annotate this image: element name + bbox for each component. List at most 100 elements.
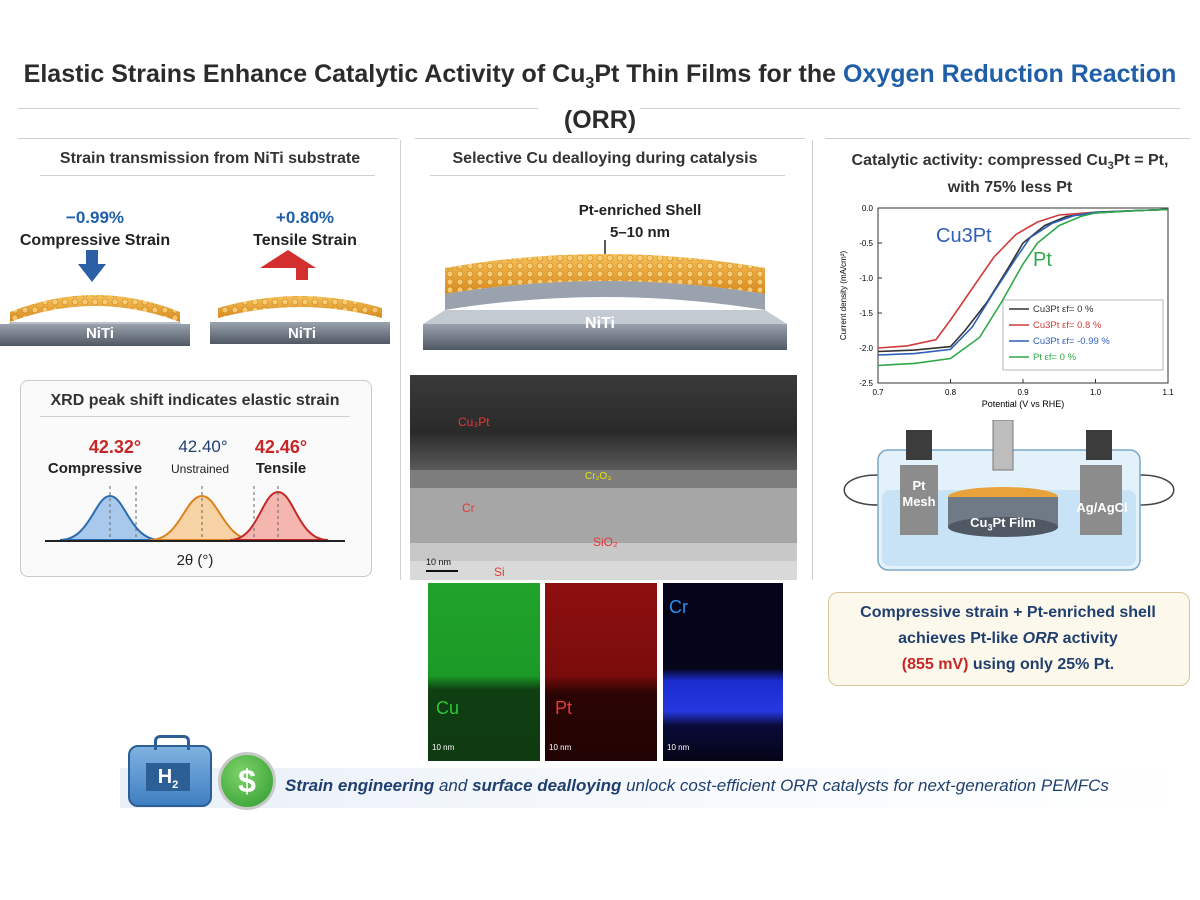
xrd-peak-compressive-angle: 42.32°: [88, 437, 142, 457]
orr-chart: 0.7 0.8 0.9 1.0 1.1 0.0 -0.5 -1.0 -1.5 -2.0 -2.5 Po…: [839, 204, 1174, 409]
left-heading: Strain transmission from NiTi substrate: [59, 150, 361, 167]
col-rule-mid: [415, 138, 805, 139]
compressive-film-icon: [0, 295, 190, 346]
xrd-peak-tensile: [229, 490, 329, 541]
y-tick-label: -0.5: [859, 239, 873, 248]
series-line-3: [877, 208, 1169, 367]
cell-film-a: Cu: [970, 515, 988, 530]
electrochemical-cell: [843, 420, 1175, 571]
page-title: Elastic Strains Enhance Catalytic Activi…: [0, 56, 1200, 138]
middle-substrate-label: NiTi: [585, 315, 615, 332]
cell-film-label: Cu3Pt Film: [950, 515, 1056, 533]
xrd-peak-unstrained-label: Unstrained: [170, 462, 230, 476]
right-heading-sub: 3: [1107, 160, 1114, 173]
footer-text: Strain engineering and surface dealloyin…: [285, 776, 1185, 796]
cell-film-b: Pt Film: [992, 515, 1036, 530]
xrd-peaks-plot: [45, 486, 345, 542]
y-tick-label: -2.5: [859, 379, 873, 388]
footer-t1: Strain engineering: [285, 776, 435, 795]
callout-line1: Compressive strain + Pt-enriched shell: [860, 604, 1156, 621]
y-tick-label: -2.0: [859, 344, 873, 353]
eds-map-pt-label: Pt: [555, 698, 573, 718]
y-tick-label: 0.0: [862, 204, 874, 213]
callout-line3: (855 mV) using only 25% Pt.: [828, 656, 1188, 674]
right-heading-1b: Pt = Pt,: [1113, 152, 1169, 169]
compressive-value: −0.99%: [65, 208, 125, 227]
tem-scale-bar: [426, 570, 458, 572]
tem-scale-label: 10 nm: [426, 557, 452, 567]
tensile-substrate-label: NiTi: [287, 325, 317, 342]
x-tick-label: 1.1: [1162, 388, 1174, 397]
callout-line3a: (855 mV): [901, 656, 969, 673]
x-tick-label: 0.7: [872, 388, 884, 397]
dollar-coin-icon: $: [218, 752, 276, 810]
title-rule-left: [18, 108, 538, 109]
tem-label-cr: Cr: [462, 501, 475, 515]
eds-map-cu: Cu 10 nm: [428, 583, 540, 761]
tem-label-cu3pt: Cu₃Pt: [458, 415, 490, 429]
right-heading: Catalytic activity: compressed Cu3Pt = P…: [825, 150, 1195, 199]
xrd-heading-rule: [40, 416, 350, 417]
separator-left: [400, 140, 401, 580]
eds-map-cu-scale: 10 nm: [432, 743, 455, 752]
compressive-arrow-icon: [78, 250, 106, 282]
xrd-heading: XRD peak shift indicates elastic strain: [50, 392, 340, 409]
tem-label-cr2o3: Cr₂O₃: [585, 471, 612, 482]
cell-film-sub: 3: [987, 522, 993, 533]
middle-heading: Selective Cu dealloying during catalysis: [452, 150, 758, 167]
tem-label-sio2: SiO₂: [593, 535, 618, 549]
y-tick-label: -1.5: [859, 309, 873, 318]
dollar-label: $: [238, 763, 256, 799]
tensile-film-icon: [210, 296, 390, 344]
x-tick-label: 0.9: [1017, 388, 1029, 397]
tensile-arrow-icon: [260, 250, 316, 280]
legend-entry: Cu3Pt εf= -0.99 %: [1033, 336, 1110, 347]
callout-line2b: ORR: [1022, 630, 1059, 647]
title-part2: Pt Thin Films for the: [594, 60, 843, 88]
annotation-cu3pt: Cu3Pt: [936, 225, 992, 247]
cell-pt-mesh: Pt Mesh: [902, 478, 936, 509]
title-line2: (ORR): [563, 106, 637, 134]
h2-label: H: [157, 766, 173, 788]
x-axis-label: Potential (V vs RHE): [982, 399, 1065, 409]
footer-band: [120, 768, 1190, 808]
y-tick-label: -1.0: [859, 274, 873, 283]
cell-ag-agcl: Ag/AgCl: [1076, 500, 1128, 515]
strain-schematics: [0, 250, 390, 346]
title-highlight: Oxygen Reduction Reaction: [842, 60, 1177, 88]
callout-line2: achieves Pt-like ORR activity: [828, 630, 1188, 648]
callout-line2c: activity: [1058, 630, 1118, 647]
legend-box: [1002, 299, 1164, 371]
col-rule-left: [18, 138, 398, 139]
result-callout: [828, 592, 1190, 686]
right-heading-2: with 75% less Pt: [947, 179, 1073, 197]
title-part1: Elastic Strains Enhance Catalytic Activi…: [23, 60, 586, 88]
footer-t4: unlock cost-efficient ORR catalysts for …: [621, 776, 1109, 795]
tensile-label: Tensile Strain: [253, 232, 357, 249]
tem-image: Cu₃Pt Cr₂O₃ Cr SiO₂ Si 10 nm: [410, 375, 797, 580]
callout-line2a: achieves Pt-like: [898, 630, 1023, 647]
footer-t3: surface dealloying: [472, 776, 622, 795]
right-heading-1a: Catalytic activity: compressed Cu: [851, 152, 1108, 169]
xrd-peak-compressive-label: Compressive: [47, 460, 143, 477]
legend-entry: Pt εf= 0 %: [1033, 352, 1077, 363]
shell-label: Pt-enriched Shell: [578, 202, 702, 219]
title-sub: 3: [585, 75, 595, 92]
eds-map-cr-label: Cr: [669, 597, 688, 617]
eds-map-cr: Cr 10 nm: [663, 583, 783, 761]
y-axis-label: Current density (mA/cm²): [839, 250, 848, 340]
h2-sub: 2: [172, 779, 179, 791]
eds-map-pt-scale: 10 nm: [549, 743, 572, 752]
callout-line3b: using only 25% Pt.: [968, 656, 1115, 673]
annotation-pt: Pt: [1033, 249, 1052, 271]
dealloying-schematic: [423, 240, 787, 350]
eds-map-cr-scale: 10 nm: [667, 743, 690, 752]
eds-map-pt: Pt 10 nm: [545, 583, 657, 761]
shell-thickness: 5–10 nm: [609, 224, 671, 241]
xrd-peak-unstrained-angle: 42.40°: [178, 437, 228, 456]
legend-entry: Cu3Pt εf= 0.8 %: [1033, 320, 1102, 331]
compressive-substrate-label: NiTi: [85, 325, 115, 342]
legend-entry: Cu3Pt εf= 0 %: [1033, 304, 1094, 315]
title-rule-right: [640, 108, 1180, 109]
col-rule-right: [825, 138, 1190, 139]
